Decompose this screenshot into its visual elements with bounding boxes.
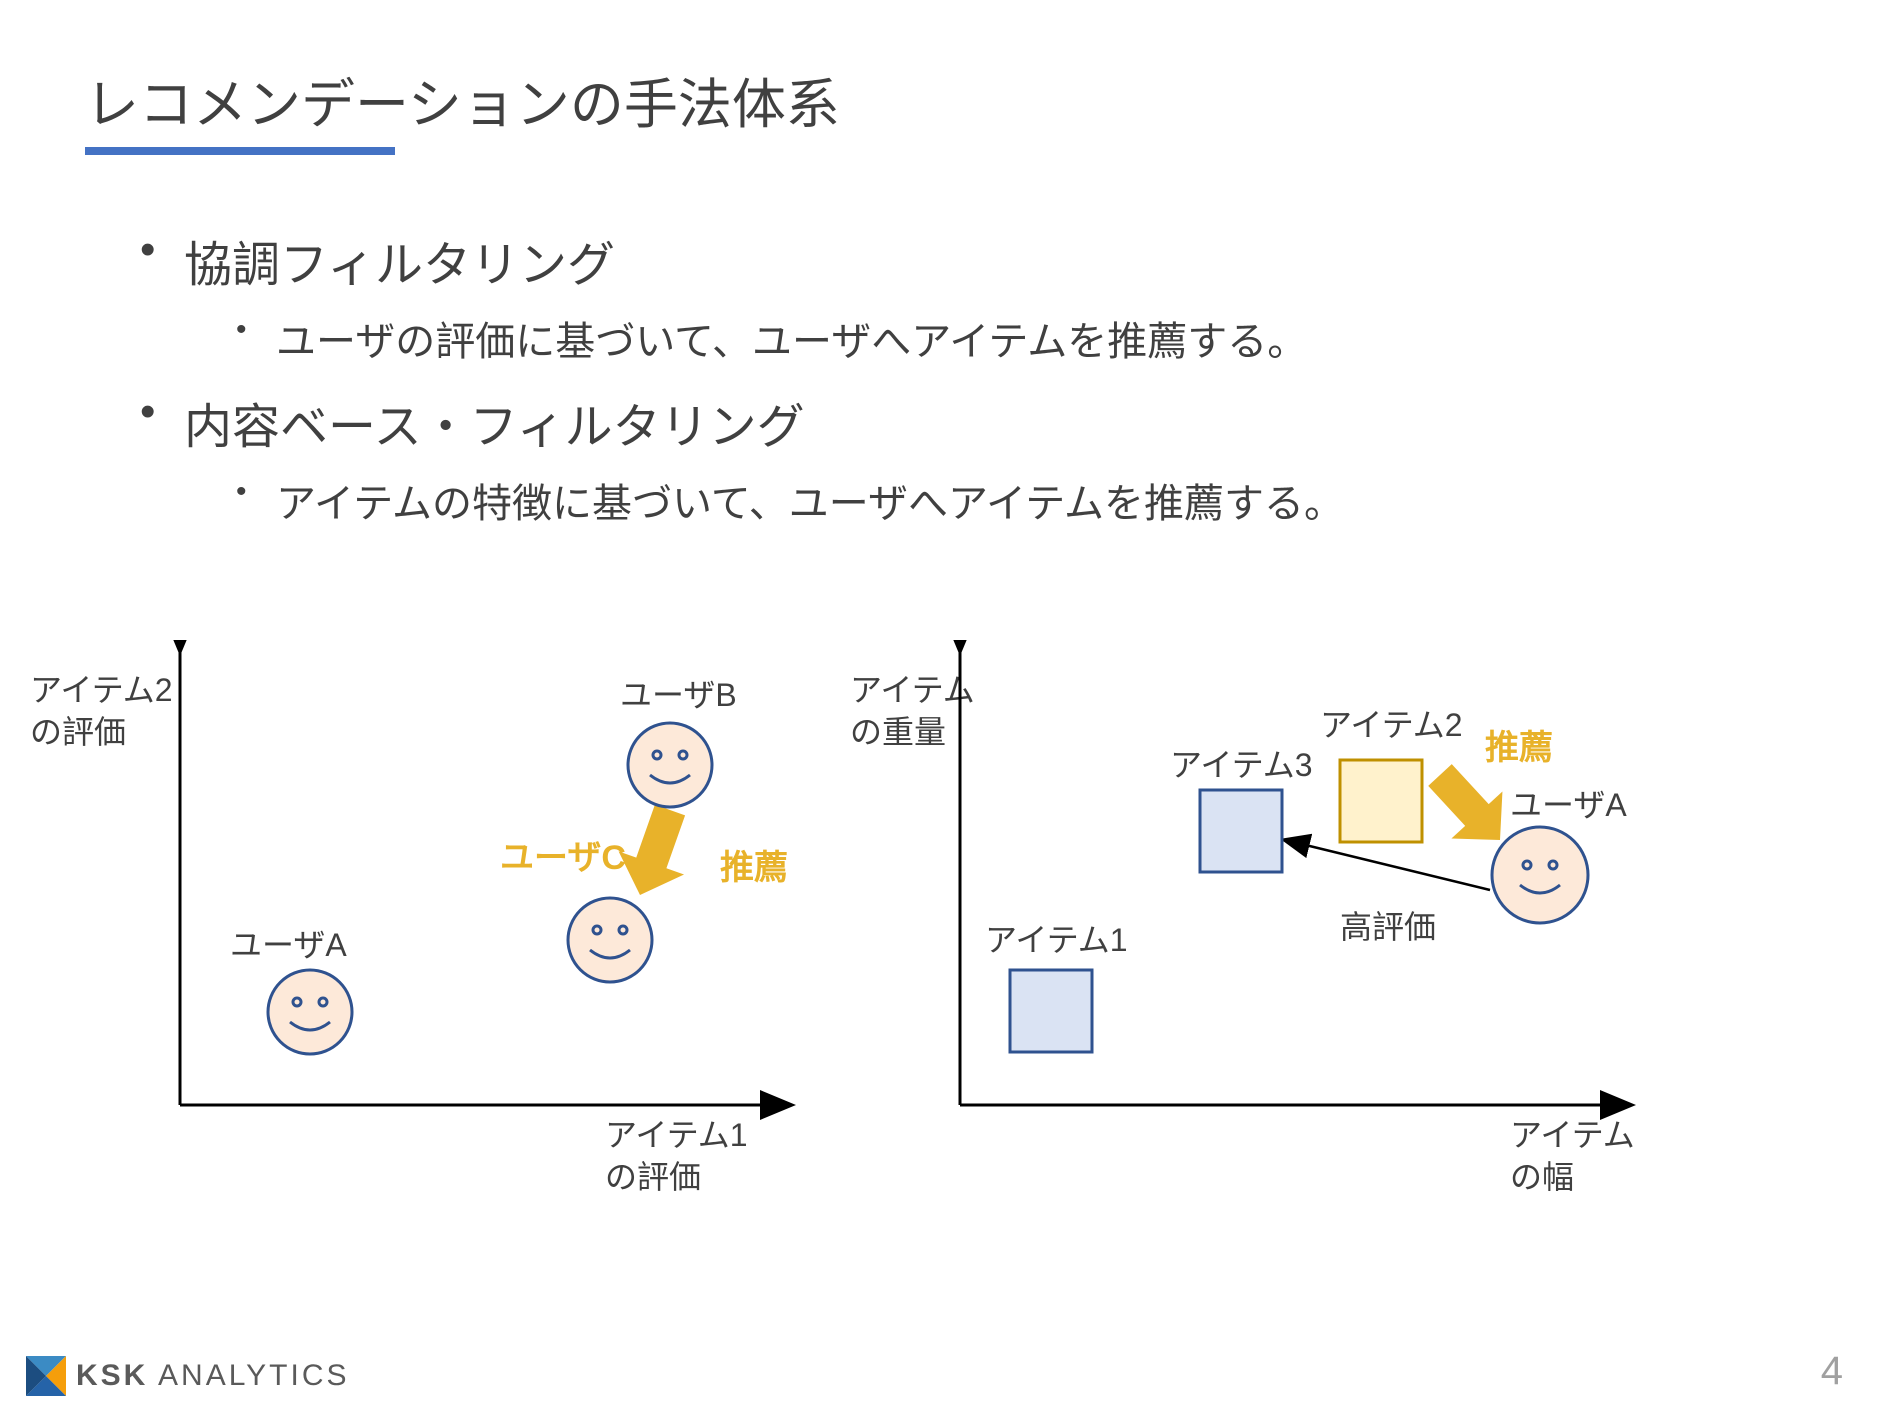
bullet-item: ユーザの評価に基づいて、ユーザへアイテムを推薦する。 (226, 309, 1818, 367)
title-underline (85, 147, 395, 155)
slide-title: レコメンデーションの手法体系 (85, 60, 1818, 139)
user-label-accent: ユーザC (500, 830, 626, 879)
logo-mark-icon (26, 1356, 66, 1396)
user-label: ユーザA (230, 920, 347, 966)
recommend-arrow-icon (1428, 764, 1502, 840)
rating-label: 高評価 (1340, 902, 1436, 948)
user-label: ユーザB (620, 670, 737, 716)
bullet-list: 協調フィルタリング ユーザの評価に基づいて、ユーザへアイテムを推薦する。 内容ベ… (130, 225, 1818, 529)
item-label: アイテム2 (1320, 700, 1463, 746)
user-label: ユーザA (1510, 780, 1627, 826)
bullet-item: 内容ベース・フィルタリング (130, 387, 1818, 457)
company-logo: KSK ANALYTICS (26, 1356, 350, 1396)
item-box (1200, 790, 1282, 872)
item-label: アイテム1 (985, 915, 1128, 961)
bullet-item: 協調フィルタリング (130, 225, 1818, 295)
recommend-label: 推薦 (720, 840, 788, 889)
item-box (1340, 760, 1422, 842)
item-box (1010, 970, 1092, 1052)
bullet-item: アイテムの特徴に基づいて、ユーザへアイテムを推薦する。 (226, 471, 1818, 529)
item-label: アイテム3 (1170, 740, 1313, 786)
chart-svg (30, 640, 830, 1200)
chart-content-based-filtering: アイテムの重量 アイテムの幅 (850, 640, 1650, 1200)
page-number: 4 (1821, 1349, 1843, 1394)
chart-collaborative-filtering: アイテム2の評価 アイテム1の評価 (30, 640, 830, 1200)
recommend-arrow-icon (619, 805, 685, 895)
logo-text: KSK ANALYTICS (76, 1359, 350, 1393)
rating-arrow (1285, 840, 1490, 890)
recommend-label: 推薦 (1485, 720, 1553, 769)
